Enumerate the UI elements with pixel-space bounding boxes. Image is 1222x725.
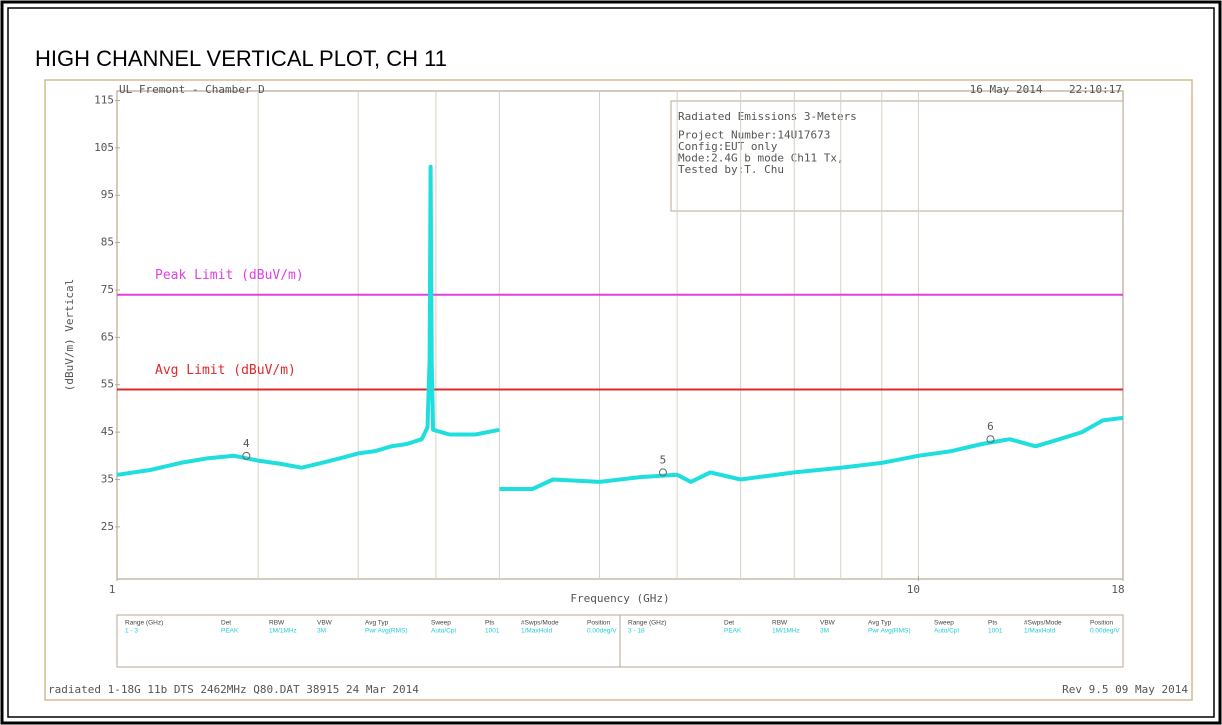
marker (242, 451, 251, 460)
limit-label: Peak Limit (dBuV/m) (155, 268, 304, 283)
info-line: Mode:2.4G b mode Ch11 Tx, (678, 152, 844, 165)
y-tick-label: 55 (101, 378, 114, 391)
y-tick-label: 25 (101, 520, 114, 533)
table-header: Sweep (431, 620, 451, 627)
table-header: Det (221, 620, 231, 627)
info-line: Tested by:T. Chu (678, 163, 784, 176)
table-header: Range (GHz) (125, 620, 163, 627)
table-header: RBW (269, 620, 285, 627)
table-header: Pts (485, 620, 495, 627)
x-tick-label: 18 (1111, 583, 1124, 596)
table-cell: 3M (820, 628, 829, 635)
table-cell: 1 - 3 (125, 628, 138, 635)
info-line: Project Number:14U17673 (678, 129, 830, 142)
page-title: HIGH CHANNEL VERTICAL PLOT, CH 11 (35, 46, 447, 71)
marker (986, 435, 995, 444)
table-cell: 1M/1MHz (269, 628, 297, 635)
table-header: Avg Typ (868, 620, 892, 627)
table-cell: 1/MaxHold (1024, 628, 1055, 635)
footer-left: radiated 1-18G 11b DTS 2462MHz Q80.DAT 3… (48, 683, 419, 696)
plot-frame (44, 79, 1193, 701)
table-header: #Swps/Mode (521, 620, 559, 627)
table-header: Range (GHz) (628, 620, 666, 627)
y-tick-label: 75 (101, 283, 114, 296)
x-tick-label: 10 (907, 583, 920, 596)
inner-border (7, 7, 1215, 718)
y-tick-label: 45 (101, 425, 114, 438)
table-header: Position (1090, 620, 1114, 627)
table-header: VBW (317, 620, 333, 627)
marker (658, 468, 667, 477)
y-tick-label: 65 (101, 330, 114, 343)
table-cell: 3 - 18 (628, 628, 645, 635)
table-cell: 0.00deg/V (587, 628, 617, 635)
y-tick-label: 115 (94, 93, 114, 106)
table-header: Det (724, 620, 734, 627)
table-header: RBW (772, 620, 788, 627)
table-cell: PEAK (724, 628, 742, 635)
x-axis-label: Frequency (GHz) (570, 592, 669, 605)
header-right: 16 May 2014 22:10:17 (970, 83, 1122, 96)
table-header: #Swps/Mode (1024, 620, 1062, 627)
table-header: VBW (820, 620, 836, 627)
table-cell: 0.00deg/V (1090, 628, 1120, 635)
table-cell: Auto/Cpl (934, 628, 959, 635)
table-header: Avg Typ (365, 620, 389, 627)
table-cell: 1M/1MHz (772, 628, 800, 635)
marker-label: 6 (987, 420, 994, 433)
info-line: Config:EUT only (678, 140, 778, 153)
footer-right: Rev 9.5 09 May 2014 (1062, 683, 1188, 696)
table-cell: Auto/Cpl (431, 628, 456, 635)
table-cell: Pwr Avg(RMS) (868, 628, 911, 635)
info-box (670, 100, 1124, 212)
marker-label: 5 (660, 453, 667, 466)
header-left: UL Fremont - Chamber D (119, 83, 265, 96)
y-axis-label: (dBuV/m) Vertical (63, 279, 76, 392)
table-cell: Pwr Avg(RMS) (365, 628, 408, 635)
marker-label: 4 (243, 437, 250, 450)
info-title: Radiated Emissions 3-Meters (678, 110, 857, 123)
table-header: Position (587, 620, 611, 627)
table-cell: 1001 (485, 628, 500, 635)
table-cell: 1/MaxHold (521, 628, 552, 635)
table-header: Pts (988, 620, 998, 627)
table-cell: 1001 (988, 628, 1003, 635)
table-header: Sweep (934, 620, 954, 627)
trace (116, 164, 1124, 491)
y-tick-label: 35 (101, 473, 114, 486)
y-tick-label: 105 (94, 141, 114, 154)
y-tick-label: 85 (101, 236, 114, 249)
limit-label: Avg Limit (dBuV/m) (155, 363, 296, 378)
table-cell: PEAK (221, 628, 239, 635)
y-tick-label: 95 (101, 188, 114, 201)
table-cell: 3M (317, 628, 326, 635)
plot-area (116, 90, 1124, 580)
x-tick-label: 1 (109, 583, 116, 596)
